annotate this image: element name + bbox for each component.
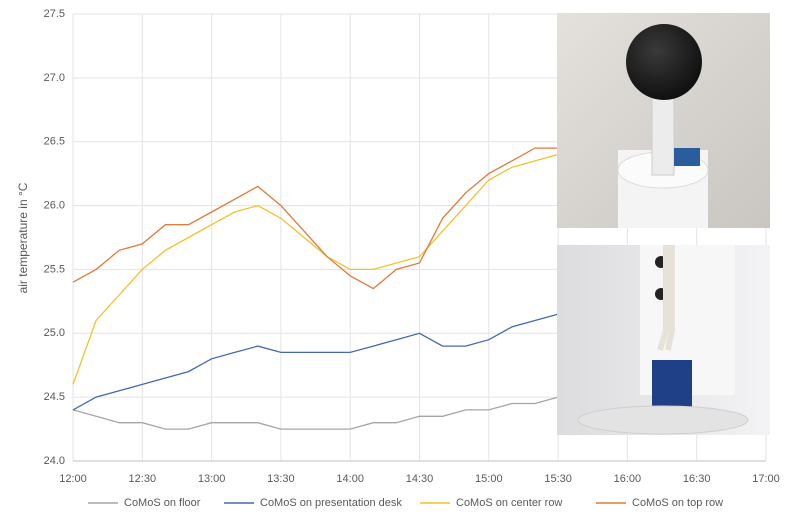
photo-stem — [651, 94, 675, 176]
legend-label: CoMoS on presentation desk — [260, 497, 402, 509]
photo-top — [557, 13, 770, 228]
photo-bottom — [557, 245, 770, 435]
series-line — [72, 147, 559, 290]
y-tick-label: 27.0 — [44, 72, 65, 84]
y-tick-label: 24.0 — [44, 455, 65, 467]
axes: 24.0 24.5 25.0 25.5 26.0 26.5 27.0 27.5 12:00 12:… — [44, 8, 780, 485]
legend: CoMoS on floor CoMoS on presentation desk… — [88, 497, 723, 509]
y-tick-label: 25.5 — [44, 263, 65, 275]
photo-globe — [626, 24, 702, 100]
photo-sensor — [674, 148, 700, 166]
legend-label: CoMoS on top row — [632, 497, 723, 509]
x-tick-label: 12:30 — [129, 473, 157, 485]
x-tick-label: 16:30 — [683, 473, 711, 485]
series-line — [72, 153, 559, 385]
x-tick-label: 14:30 — [406, 473, 434, 485]
y-tick-label: 24.5 — [44, 391, 65, 403]
x-tick-label: 17:00 — [752, 473, 780, 485]
grid — [72, 13, 767, 462]
legend-label: CoMoS on floor — [124, 497, 201, 509]
photo-wires — [657, 245, 675, 351]
y-tick-label: 26.0 — [44, 199, 65, 211]
x-tick-label: 14:00 — [336, 473, 364, 485]
x-tick-label: 13:00 — [198, 473, 226, 485]
x-tick-label: 13:30 — [267, 473, 295, 485]
photo-disc — [577, 405, 749, 435]
series-line — [72, 396, 559, 430]
series-line — [72, 313, 559, 411]
y-tick-label: 25.0 — [44, 327, 65, 339]
legend-label: CoMoS on center row — [456, 497, 562, 509]
x-tick-label: 15:00 — [475, 473, 503, 485]
lines — [72, 147, 559, 430]
photo-sensor — [652, 360, 692, 408]
x-tick-label: 15:30 — [544, 473, 572, 485]
x-tick-label: 12:00 — [59, 473, 87, 485]
y-tick-label: 27.5 — [44, 8, 65, 20]
x-tick-label: 16:00 — [614, 473, 642, 485]
y-tick-label: 26.5 — [44, 136, 65, 148]
y-axis-label: air temperature in °C — [16, 182, 30, 293]
